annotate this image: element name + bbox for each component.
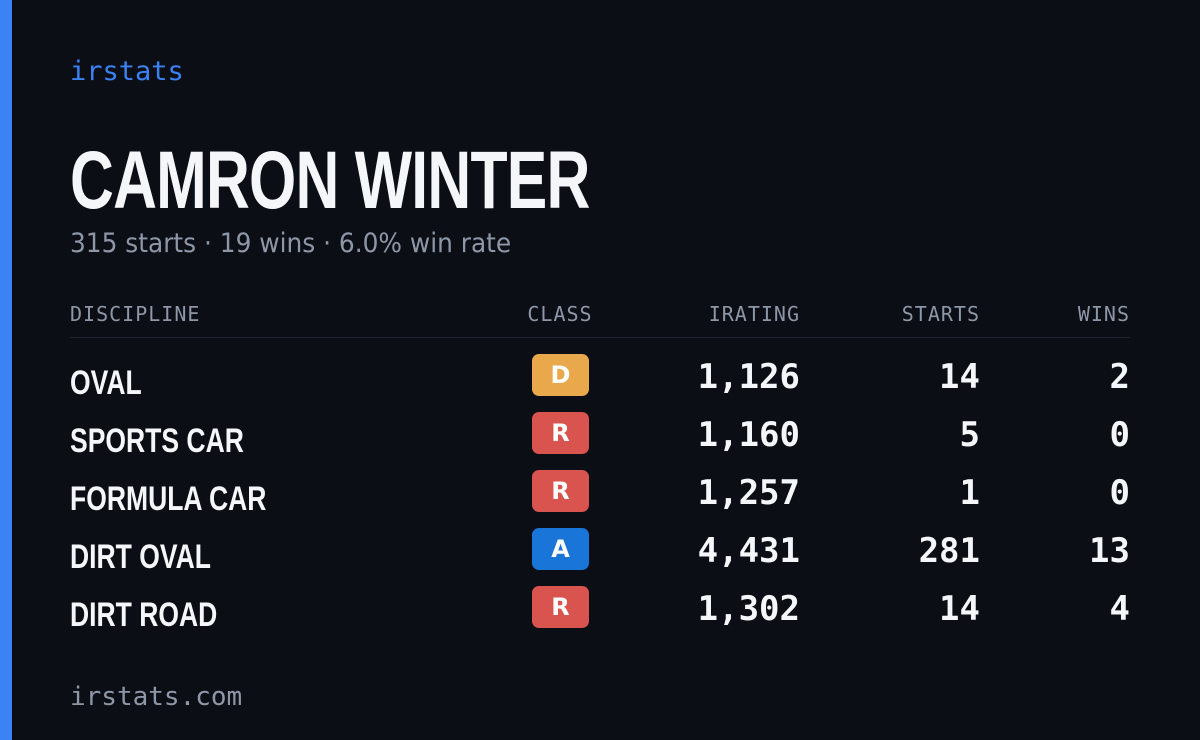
driver-name: CAMRON WINTER [70, 135, 590, 226]
column-header: STARTS [901, 302, 980, 326]
discipline: SPORTS CAR [70, 422, 244, 460]
irating: 1,160 [697, 415, 800, 455]
footer: irstats.com [70, 682, 243, 712]
discipline: FORMULA CAR [70, 480, 267, 518]
driver-summary: 315 starts · 19 wins · 6.0% win rate [70, 228, 512, 259]
discipline: DIRT OVAL [70, 538, 211, 576]
header-rule [70, 337, 1130, 338]
discipline: OVAL [70, 364, 142, 402]
irating: 4,431 [697, 531, 800, 571]
irating: 1,126 [697, 357, 800, 397]
class-badge: D [532, 354, 589, 396]
discipline: DIRT ROAD [70, 596, 218, 634]
column-header: DISCIPLINE [70, 302, 201, 326]
column-header: IRATING [708, 302, 800, 326]
class-badge: A [532, 528, 589, 570]
wins: 13 [1089, 531, 1130, 571]
starts: 14 [939, 589, 980, 629]
column-header: CLASS [527, 302, 593, 326]
starts: 5 [959, 415, 980, 455]
starts: 1 [959, 473, 980, 513]
class-badge: R [532, 470, 589, 512]
brand: irstats [70, 56, 184, 87]
wins: 4 [1109, 589, 1130, 629]
irating: 1,257 [697, 473, 800, 513]
starts: 14 [939, 357, 980, 397]
irating: 1,302 [697, 589, 800, 629]
class-badge: R [532, 586, 589, 628]
wins: 0 [1109, 415, 1130, 455]
starts: 281 [918, 531, 980, 571]
class-badge: R [532, 412, 589, 454]
accent-bar [0, 0, 12, 740]
wins: 0 [1109, 473, 1130, 513]
wins: 2 [1109, 357, 1130, 397]
column-header: WINS [1077, 302, 1130, 326]
